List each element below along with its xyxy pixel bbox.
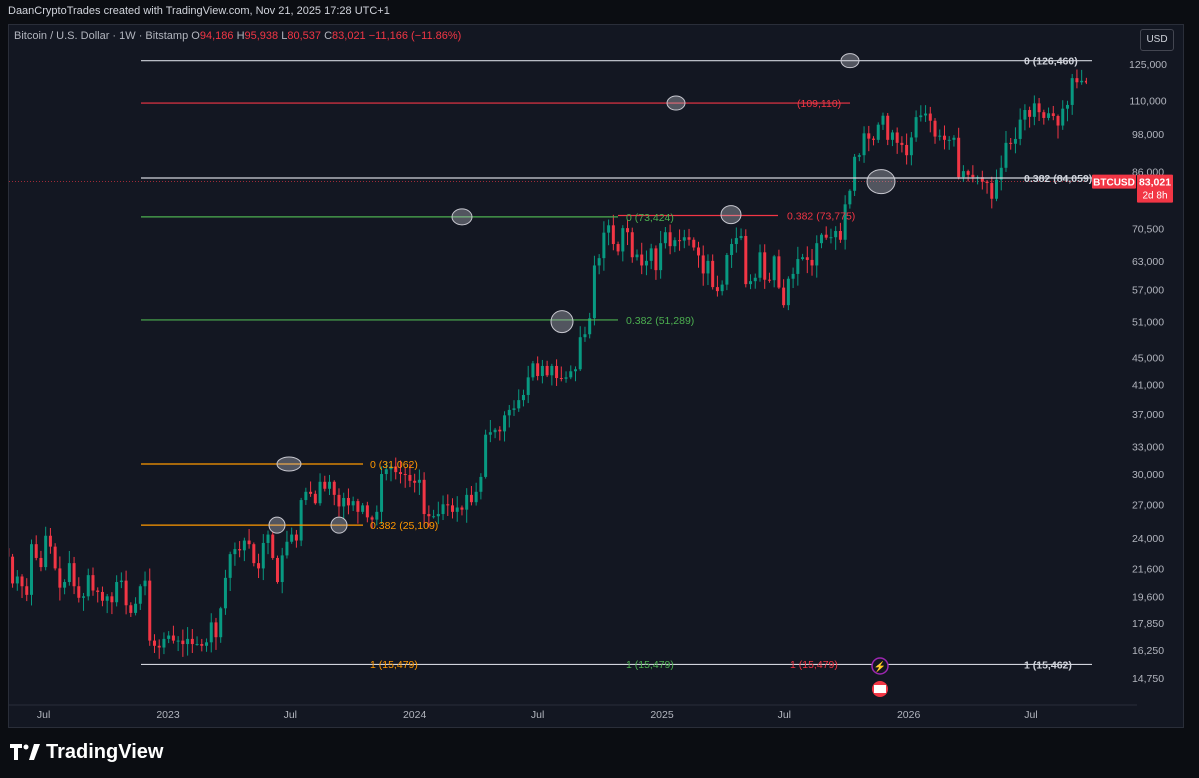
attribution-text: DaanCryptoTrades created with TradingVie…: [8, 5, 390, 17]
change-value: −11,166 (−11.86%): [368, 30, 462, 42]
tradingview-logo-icon: [10, 744, 40, 760]
high-value: 95,938: [244, 30, 279, 42]
low-value: 80,537: [287, 30, 322, 42]
high-label: H: [236, 30, 245, 42]
footer: [0, 730, 1199, 778]
close-label: C: [324, 30, 333, 42]
open-value: 94,186: [199, 30, 234, 42]
currency-selector[interactable]: USD: [1140, 29, 1174, 51]
brand-name: TradingView: [46, 740, 164, 763]
candle-body: [1184, 120, 1187, 146]
symbol-title: Bitcoin / U.S. Dollar · 1W · Bitstamp: [14, 30, 189, 42]
ohlc-legend: Bitcoin / U.S. Dollar · 1W · Bitstamp O9…: [14, 30, 461, 42]
chart-frame[interactable]: [8, 24, 1184, 728]
close-value: 83,021: [332, 30, 366, 42]
low-label: L: [281, 30, 288, 42]
attribution-bar: DaanCryptoTrades created with TradingVie…: [0, 0, 1199, 22]
open-label: O: [191, 30, 200, 42]
tradingview-logo[interactable]: TradingView: [10, 740, 163, 764]
candle-body: [1189, 145, 1192, 181]
